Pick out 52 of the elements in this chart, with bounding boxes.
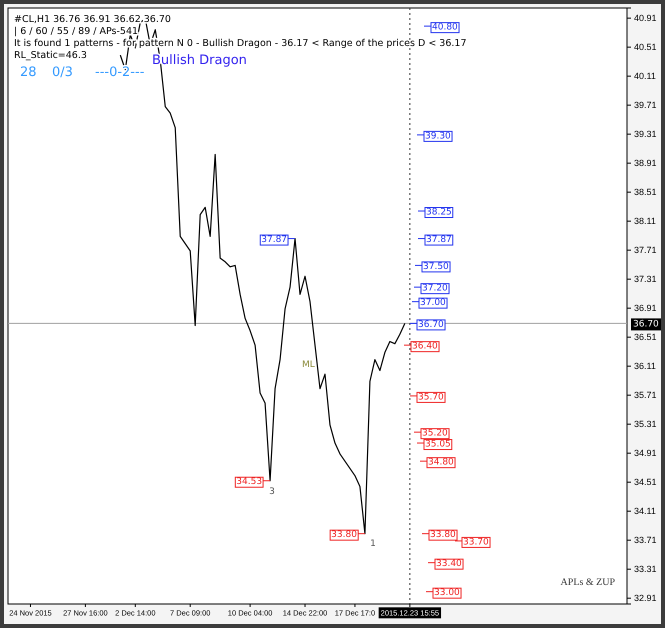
annotation: 37.00 [420,298,446,308]
annotation: 0/3 [52,65,73,80]
y-tick-label: 37.71 [634,245,657,256]
y-tick-label: 40.91 [634,13,657,24]
annotation: 40.80 [432,22,458,33]
annotation: 35.05 [425,440,451,450]
data-label: 33.80 [331,530,358,540]
annotation: 35.70 [418,392,444,402]
annotation: 37.20 [422,284,448,294]
annotation: 33.40 [436,559,462,570]
y-tick-label: 34.11 [634,506,656,516]
data-label: 34.53 [236,477,262,488]
annotation: 36.70 [418,320,444,330]
y-tick-label: 37.31 [634,274,657,284]
y-tick-label: 36.91 [634,303,657,314]
y-tick-label: 35.71 [634,390,657,400]
annotation: APLs & ZUP [560,577,616,588]
annotation: 37.50 [423,262,450,272]
annotation: 35.20 [422,428,448,439]
annotation: 34.80 [428,458,454,468]
annotation: RL_Static=46.3 [14,50,87,61]
y-tick-label: 38.91 [634,158,657,168]
annotation: 3 [269,487,275,497]
y-tick-label: 36.51 [634,332,657,342]
annotation: | 6 / 60 / 55 / 89 / APs-541 [14,26,138,37]
y-tick-label: 40.11 [634,71,656,82]
annotation: ML [302,360,315,370]
y-tick-label: 33.31 [634,564,657,574]
y-tick-label: 38.11 [634,216,656,226]
annotation: #CL,H1 36.76 36.91 36.62 36.70 [14,14,171,25]
annotation: ---0-2--- [95,65,145,80]
y-tick-label: 32.91 [634,593,657,604]
y-tick-label: 39.71 [634,100,657,110]
y-tick-label: 38.51 [634,187,657,198]
y-tick-label: 34.91 [634,448,657,458]
annotation: 36.40 [412,342,438,352]
annotation: 1 [370,539,376,549]
annotation: 38.25 [426,208,452,218]
annotation: 39.30 [425,131,452,142]
ref-line-label: 36.70 [633,319,660,330]
annotation: 28 [20,65,37,80]
annotation: 37.87 [426,235,452,246]
y-tick-label: 40.51 [634,42,657,52]
data-label: 37.87 [261,235,288,246]
annotation: 33.00 [434,588,460,598]
annotation: 33.70 [463,537,490,548]
y-tick-label: 33.71 [634,535,657,546]
y-tick-label: 35.31 [634,419,657,430]
y-tick-label: 36.11 [634,361,656,372]
annotation: 33.80 [430,530,456,540]
y-tick-label: 34.51 [634,477,657,488]
y-tick-label: 39.31 [634,129,657,140]
